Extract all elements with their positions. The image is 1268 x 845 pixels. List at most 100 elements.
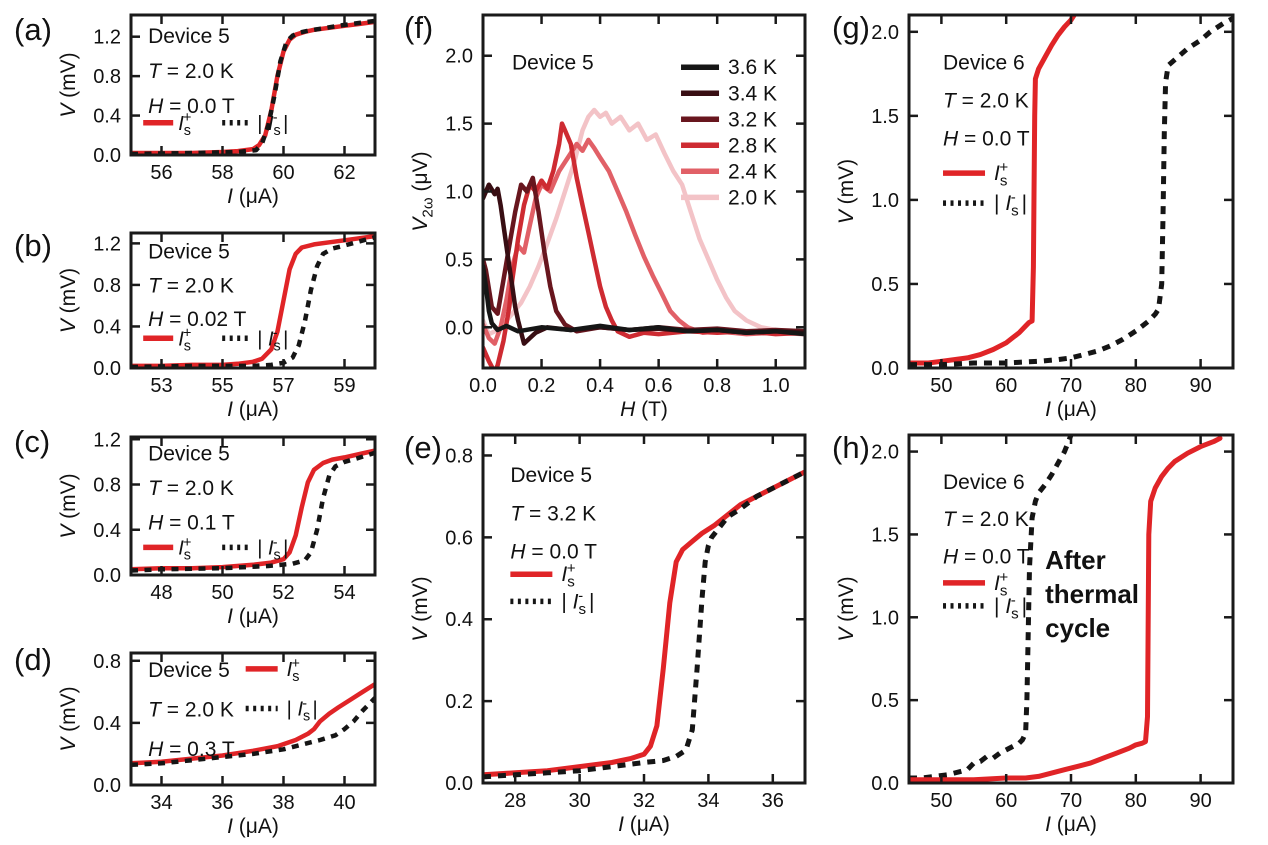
x-tick-label: 50 [930, 375, 952, 397]
x-tick-label: 0.4 [586, 375, 614, 397]
y-axis-label: V (mV) [409, 576, 432, 641]
y-tick-label: 1.2 [93, 429, 121, 451]
legend-label: | Is- | [561, 587, 594, 617]
x-tick-label: 54 [333, 582, 355, 604]
y-tick-label: 2.0 [871, 22, 899, 44]
x-tick-label: 40 [333, 792, 355, 814]
y-tick-label: 0.8 [93, 275, 121, 297]
legend-label: 3.6 K [728, 56, 777, 79]
info-line: Device 5 [148, 25, 230, 48]
info-line: T = 2.0 K [943, 508, 1029, 531]
x-tick-label: 90 [1189, 375, 1211, 397]
x-tick-label: 53 [150, 375, 172, 397]
panel-e: 28 30 32 34 36 0.0 0.2 0.4 0.6 0.8 I (μA) V (mV) Dev… [409, 433, 807, 836]
x-tick-label: 56 [150, 162, 172, 184]
note-line: thermal [1045, 579, 1139, 609]
panel-a: 56 58 60 62 0.0 0.4 0.8 1.2 I (μA) V (mV) Device 5… [57, 13, 377, 208]
legend-label: 3.2 K [728, 108, 777, 131]
curve-Is+ [483, 469, 805, 778]
x-tick-label: 57 [272, 375, 294, 397]
y-tick-label: 0.0 [93, 775, 121, 797]
x-tick-label: 36 [762, 790, 784, 812]
y-axis-label: V (mV) [835, 576, 858, 641]
y-tick-label: 2.0 [871, 442, 899, 464]
y-tick-label: 0.2 [445, 691, 473, 713]
legend-label: | Is- | [994, 189, 1027, 219]
note-line: cycle [1045, 613, 1110, 643]
info-line: H = 0.0 T [943, 545, 1030, 568]
panel-label-e: (e) [404, 430, 442, 465]
y-tick-label: 0.6 [445, 527, 473, 549]
legend-label: Is+ [178, 326, 191, 355]
x-tick-label: 59 [333, 375, 355, 397]
x-tick-label: 0.2 [528, 375, 556, 397]
y-tick-label: 1.5 [871, 106, 899, 128]
info-line: H = 0.3 T [148, 738, 235, 761]
y-tick-label: 2.0 [445, 46, 473, 68]
series-group [131, 448, 375, 573]
curve-3.6 K [483, 263, 805, 337]
curve-|Is-| [909, 16, 1233, 368]
info-line: Device 6 [943, 52, 1025, 75]
x-tick-label: 80 [1125, 790, 1147, 812]
curve-Is+ [131, 448, 375, 572]
y-tick-label: 0.0 [871, 773, 899, 795]
y-axis-label: V (mV) [57, 52, 80, 117]
y-tick-label: 0.8 [93, 475, 121, 497]
x-tick-label: 34 [697, 790, 719, 812]
legend-label: 3.4 K [728, 82, 777, 105]
info-line: T = 3.2 K [510, 502, 596, 525]
curve-|Is-| [131, 18, 375, 155]
panel-label-b: (b) [14, 228, 52, 263]
series-group [131, 681, 375, 768]
plot-frame [129, 651, 377, 787]
info-line: Device 5 [148, 659, 230, 682]
x-tick-label: 32 [633, 790, 655, 812]
legend-label: Is+ [178, 535, 191, 564]
plot-frame [481, 433, 807, 785]
series-group [909, 435, 1223, 783]
y-tick-label: 1.5 [871, 524, 899, 546]
y-tick-label: 0.0 [93, 565, 121, 587]
x-tick-label: 50 [211, 582, 233, 604]
info-line: H = 0.02 T [148, 308, 246, 331]
y-tick-label: 0.5 [871, 690, 899, 712]
x-tick-label: 28 [504, 790, 526, 812]
info-line: T = 2.0 K [148, 60, 234, 83]
curve-Is+ [909, 15, 1077, 366]
x-axis-label: I (μA) [227, 398, 279, 421]
note-line: After [1045, 545, 1106, 575]
curve-2.8 K [483, 121, 805, 368]
legend-label: Is+ [178, 110, 191, 139]
y-tick-label: 1.2 [93, 233, 121, 255]
y-tick-label: 0.4 [445, 609, 473, 631]
y-tick-label: 1.0 [871, 190, 899, 212]
info-line: T = 2.0 K [148, 698, 234, 721]
plot-frame [129, 231, 377, 370]
legend-label: | Is- | [257, 326, 288, 355]
curve-Is+ [909, 435, 1223, 783]
x-tick-label: 60 [272, 162, 294, 184]
curve-|Is-| [131, 696, 375, 768]
panel-h: 50 60 70 80 90 0.0 0.5 1.0 1.5 2.0 I (μA) V (mV) Dev… [835, 433, 1235, 836]
x-axis-label: I (μA) [1045, 813, 1097, 836]
legend-label: Is+ [994, 569, 1008, 599]
y-axis-label: V (mV) [57, 473, 80, 538]
info-line: Device 6 [943, 471, 1025, 494]
panel-f: 0.0 0.2 0.4 0.6 0.8 1.0 0.0 0.5 1.0 1.5 2.0 H (T) V2… [409, 13, 807, 421]
panel-label-d: (d) [14, 642, 52, 677]
x-axis-label: I (μA) [618, 813, 670, 836]
plot-frame [129, 435, 377, 577]
y-tick-label: 0.4 [93, 106, 121, 128]
y-tick-label: 0.4 [93, 316, 121, 338]
panel-g: 50 60 70 80 90 0.0 0.5 1.0 1.5 2.0 I (μA) V (mV) Dev… [835, 13, 1235, 421]
info-line: H = 0.0 T [943, 127, 1030, 150]
y-tick-label: 1.0 [871, 607, 899, 629]
curve-|Is-| [483, 469, 805, 780]
y-axis-label: V (mV) [835, 159, 858, 224]
info-line: Device 5 [148, 442, 230, 465]
x-tick-label: 60 [995, 790, 1017, 812]
y-tick-label: 0.8 [93, 66, 121, 88]
